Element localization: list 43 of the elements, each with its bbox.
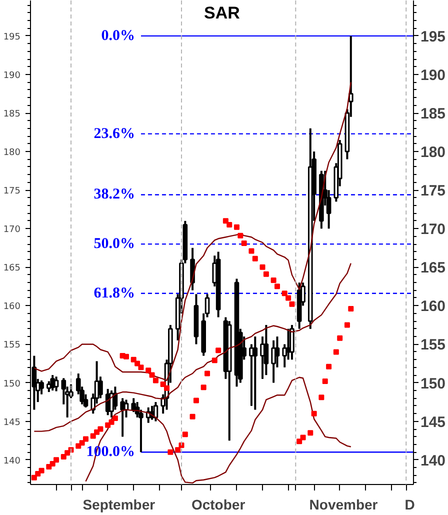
y-tick-label: 150: [3, 379, 21, 390]
candlestick: [190, 246, 195, 292]
x-tick-label: D: [404, 496, 415, 512]
candlestick: [271, 339, 276, 384]
annotation: 61.8%: [94, 285, 135, 302]
candlestick: [50, 374, 56, 392]
annotation: 50.0%: [94, 236, 135, 252]
y-tick-label: 140: [3, 456, 21, 466]
x-tick-label: October: [191, 496, 246, 512]
y2-tick-label: 180: [420, 144, 446, 162]
y-tick-label: 180: [3, 148, 21, 158]
candlestick: [252, 336, 258, 411]
y-tick-label: 175: [3, 186, 21, 197]
x-tick-label: November: [309, 496, 378, 512]
annotation: 0.0%: [101, 28, 135, 44]
candlestick: [290, 324, 294, 361]
y2-tick-label: 140: [420, 452, 446, 470]
annotation: 23.6%: [94, 126, 135, 142]
y-tick-label: 145: [3, 418, 21, 428]
y-tick-label: 155: [3, 340, 21, 351]
y-tick-label: 160: [3, 302, 21, 312]
y2-tick-label: 160: [420, 298, 446, 316]
candlestick: [264, 324, 269, 376]
line-series: [34, 262, 352, 432]
x-tick-label: September: [82, 496, 156, 512]
y2-tick-label: 195: [420, 28, 446, 46]
y-tick-label: 190: [3, 70, 21, 81]
y2-tick-label: 155: [420, 336, 446, 354]
y-tick-label: 185: [3, 110, 21, 120]
annotation: 38.2%: [94, 186, 135, 203]
y2-tick-label: 185: [420, 106, 446, 123]
y2-tick-label: 150: [420, 375, 446, 392]
y-tick-label: 165: [3, 264, 21, 274]
y-tick-label: 170: [3, 225, 21, 236]
chart-title: SAR: [204, 4, 240, 22]
y2-tick-label: 190: [420, 66, 446, 84]
y2-tick-label: 165: [420, 260, 446, 277]
candlestick: [54, 376, 59, 392]
line-series: [85, 376, 352, 484]
y2-tick-label: 175: [420, 182, 446, 200]
y2-tick-label: 145: [420, 414, 446, 431]
y-tick-label: 195: [3, 32, 21, 42]
y2-tick-label: 170: [420, 221, 446, 238]
